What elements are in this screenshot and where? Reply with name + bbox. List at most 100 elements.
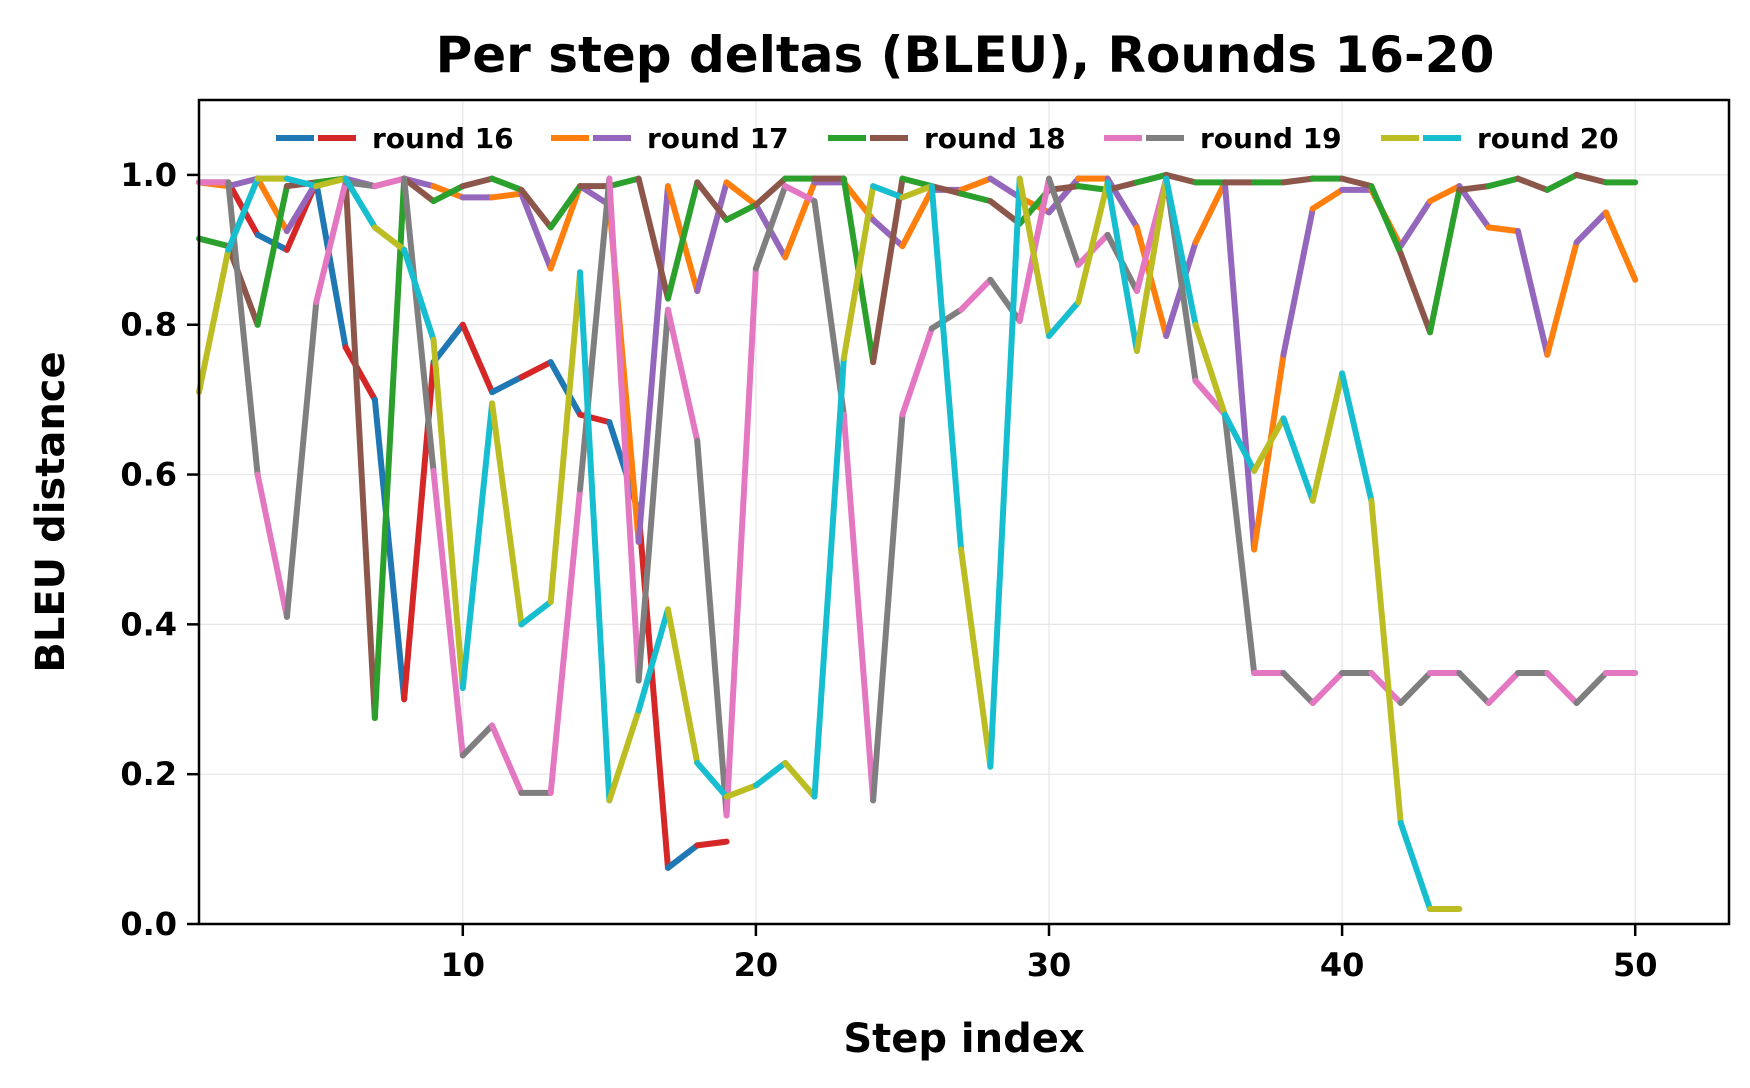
line-segment	[1221, 411, 1258, 677]
line-segment	[430, 336, 466, 692]
line-segment	[606, 175, 642, 190]
line-segment	[782, 183, 818, 205]
line-segment	[958, 175, 994, 193]
line-segment	[694, 759, 730, 800]
line-segment	[459, 400, 496, 692]
line-segment	[547, 486, 584, 796]
line-segment	[1368, 497, 1404, 826]
line-segment	[489, 400, 525, 628]
line-segment	[1192, 321, 1228, 418]
x-tick-label: 50	[1613, 946, 1658, 984]
legend-label: round 16	[372, 122, 514, 155]
line-segment	[459, 722, 496, 759]
axis-ticks: 10 20 30 40 50 0.0 0.2 0.4 0.6 0.8 1.0	[120, 156, 1657, 984]
line-segment	[899, 325, 935, 418]
line-segment	[254, 183, 290, 328]
line-segment	[1514, 228, 1551, 358]
line-segment	[1397, 250, 1434, 336]
line-segment	[1485, 175, 1521, 190]
x-tick-label: 20	[734, 946, 779, 984]
chart-title: Per step deltas (BLEU), Rounds 16-20	[436, 26, 1495, 84]
line-segment	[1046, 175, 1082, 268]
line-segment	[1397, 819, 1434, 913]
line-segment	[225, 175, 261, 190]
line-segment	[1280, 205, 1316, 358]
line-segment	[752, 183, 789, 272]
legend-item: round 18	[828, 122, 1066, 155]
y-tick-label: 0.4	[120, 605, 177, 643]
line-segment	[1427, 186, 1463, 336]
line-segment	[664, 606, 701, 766]
line-segment	[1339, 175, 1375, 190]
line-segment	[928, 183, 965, 553]
line-segment	[958, 276, 994, 313]
line-segment	[870, 411, 906, 804]
legend: round 16 round 17 round 18 round 19 round 20	[276, 122, 1619, 155]
line-segment	[459, 321, 496, 396]
line-segment	[547, 269, 584, 605]
line-segment	[371, 396, 408, 703]
line-segment	[1456, 183, 1492, 231]
line-segment	[342, 175, 378, 231]
y-axis-label: BLEU distance	[28, 351, 74, 672]
line-segment	[958, 190, 994, 205]
legend-label: round 19	[1200, 122, 1342, 155]
line-segment	[840, 183, 877, 362]
line-segment	[342, 175, 378, 721]
line-segment	[899, 186, 935, 250]
line-segment	[635, 509, 671, 871]
line-segment	[283, 299, 320, 620]
line-segment	[870, 175, 906, 366]
line-segment	[1544, 670, 1580, 707]
line-segment	[547, 359, 584, 418]
y-tick-label: 0.2	[120, 755, 177, 793]
line-segment	[1221, 179, 1258, 553]
line-segment	[1456, 183, 1492, 193]
line-segment	[401, 175, 437, 205]
line-segment	[1368, 183, 1404, 257]
series-lines	[196, 171, 1639, 913]
line-segment	[1163, 175, 1199, 328]
line-segment	[1427, 183, 1463, 205]
line-segment	[664, 306, 701, 444]
line-segment	[1309, 186, 1346, 212]
x-tick-label: 40	[1320, 946, 1365, 984]
line-segment	[547, 183, 584, 272]
line-segment	[1573, 171, 1609, 186]
line-segment	[635, 306, 671, 684]
line-segment	[459, 175, 496, 190]
line-segment	[1016, 175, 1052, 339]
line-segment	[1397, 198, 1434, 250]
line-segment	[283, 175, 320, 190]
line-segment	[489, 722, 525, 796]
line-segment	[987, 175, 1023, 770]
plot-area-frame	[197, 98, 1731, 926]
y-tick-label: 0.0	[120, 905, 177, 943]
line-segment	[870, 183, 906, 201]
line-segment	[723, 782, 759, 800]
line-segment	[342, 344, 378, 403]
legend-item: round 16	[276, 122, 514, 155]
line-segment	[430, 321, 466, 366]
line-segment	[401, 246, 437, 343]
series-round-19	[196, 175, 1639, 819]
line-segment	[489, 175, 525, 193]
line-segment	[1397, 670, 1434, 707]
line-segment	[577, 269, 613, 804]
line-segment	[1309, 370, 1346, 504]
line-segment	[840, 411, 877, 804]
line-segment	[313, 175, 349, 190]
line-segment	[371, 175, 408, 190]
line-segment	[723, 201, 759, 223]
legend-item: round 17	[551, 122, 789, 155]
line-segment	[1280, 175, 1316, 186]
line-segment	[694, 179, 730, 223]
line-segment	[1544, 171, 1580, 193]
line-segment	[782, 759, 818, 800]
line-segment	[1309, 670, 1346, 707]
legend-item: round 19	[1104, 122, 1342, 155]
line-segment	[752, 759, 789, 789]
line-segment	[313, 179, 349, 306]
x-tick-label: 30	[1027, 946, 1072, 984]
line-segment	[606, 707, 642, 804]
